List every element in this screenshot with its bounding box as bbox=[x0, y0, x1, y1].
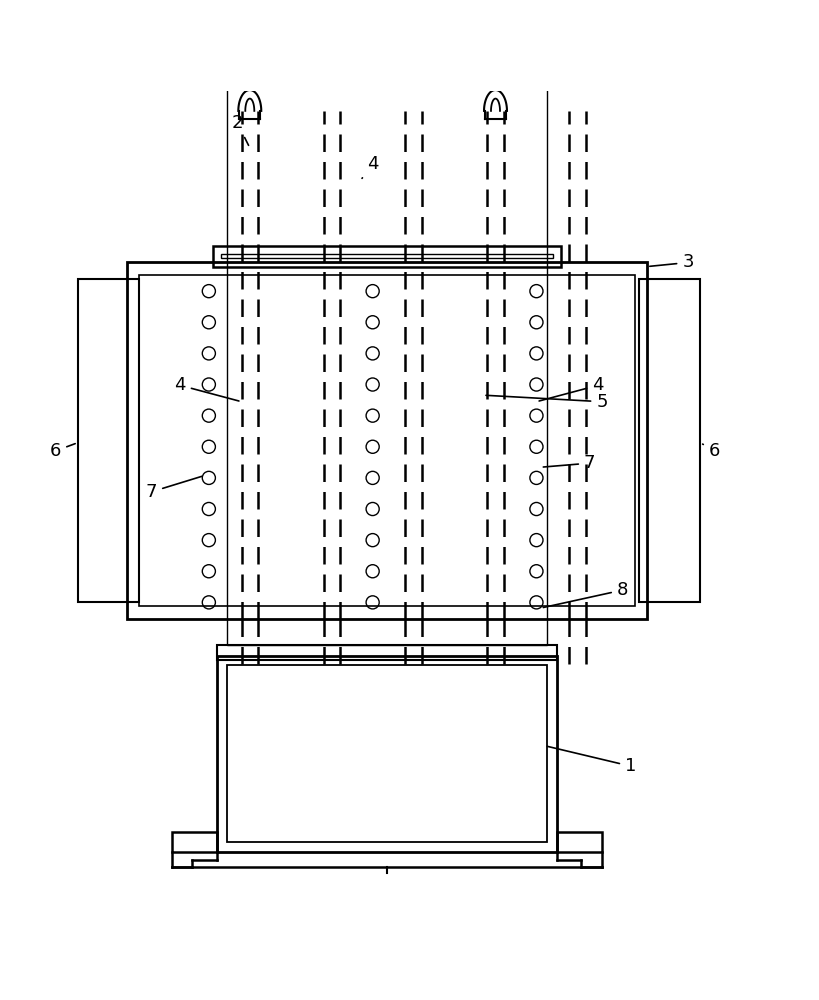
Text: 5: 5 bbox=[486, 393, 608, 411]
Text: 4: 4 bbox=[174, 376, 239, 401]
Bar bbox=[557, 832, 602, 852]
Text: 4: 4 bbox=[539, 376, 604, 401]
Bar bbox=[172, 832, 217, 852]
Bar bbox=[227, 0, 547, 645]
Bar bbox=[217, 656, 557, 852]
Text: 6: 6 bbox=[50, 442, 75, 460]
Bar bbox=[78, 279, 139, 602]
Bar bbox=[139, 275, 635, 606]
Bar bbox=[221, 254, 553, 258]
Text: 6: 6 bbox=[703, 442, 720, 460]
Text: 7: 7 bbox=[146, 476, 202, 501]
Text: 3: 3 bbox=[649, 253, 694, 271]
Bar bbox=[213, 246, 561, 267]
Text: 1: 1 bbox=[547, 746, 636, 775]
Bar bbox=[127, 262, 647, 619]
Bar bbox=[217, 645, 557, 660]
Text: 4: 4 bbox=[362, 155, 378, 178]
Text: 7: 7 bbox=[543, 454, 595, 472]
Text: 2: 2 bbox=[232, 114, 248, 145]
Bar bbox=[227, 665, 547, 842]
Text: 8: 8 bbox=[543, 581, 628, 608]
Bar bbox=[639, 279, 700, 602]
